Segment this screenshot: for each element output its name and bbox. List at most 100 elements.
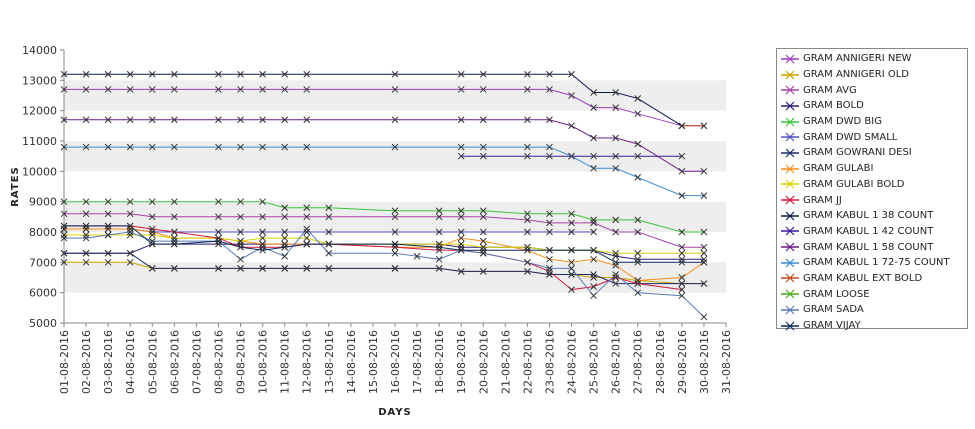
legend-swatch-icon <box>781 54 799 64</box>
y-tick-label: 14000 <box>22 44 57 57</box>
data-point <box>590 246 597 254</box>
data-point <box>104 222 112 230</box>
data-point <box>700 258 708 266</box>
data-point <box>546 152 553 160</box>
data-point <box>325 265 333 272</box>
data-point <box>170 213 178 221</box>
data-point <box>457 243 465 251</box>
data-point <box>612 262 620 269</box>
data-point <box>524 228 531 236</box>
data-point <box>126 86 134 93</box>
data-point <box>82 225 90 233</box>
data-point <box>104 198 112 206</box>
legend-item: GRAM KABUL EXT BOLD <box>777 271 967 287</box>
data-point <box>457 228 465 236</box>
data-point <box>678 152 686 160</box>
legend-swatch-icon <box>781 132 799 142</box>
data-point <box>126 249 134 257</box>
legend-swatch-icon <box>781 321 799 330</box>
data-point <box>215 116 222 124</box>
x-axis-ticks: 01-08-2016 02-08-2016 03-08-2016 04-08-2016… <box>58 323 733 394</box>
data-point <box>104 143 112 151</box>
x-tick-label: 08-08-2016 <box>212 330 225 394</box>
data-point <box>590 283 597 290</box>
x-tick-label: 28-08-2016 <box>654 330 667 394</box>
data-point <box>546 268 553 275</box>
data-point <box>479 243 487 251</box>
data-point <box>325 213 333 221</box>
data-point <box>457 116 465 124</box>
data-point <box>524 70 531 78</box>
data-point <box>612 134 620 142</box>
data-point <box>700 243 708 251</box>
data-point <box>524 116 531 124</box>
data-point <box>281 252 289 260</box>
data-point <box>170 265 178 272</box>
data-point <box>303 143 311 151</box>
legend-item: GRAM ANNIGERI OLD <box>777 67 967 83</box>
x-tick-label: 10-08-2016 <box>257 330 270 394</box>
data-point <box>590 164 597 172</box>
data-point <box>60 70 68 78</box>
chart-legend: GRAM ANNIGERI NEW GRAM ANNIGERI OLD GRAM A… <box>776 48 968 331</box>
x-tick-label: 25-08-2016 <box>588 330 601 394</box>
data-point <box>678 258 686 266</box>
data-point <box>634 110 642 118</box>
data-point <box>634 216 642 224</box>
data-point <box>546 255 553 263</box>
x-tick-label: 21-08-2016 <box>499 330 512 394</box>
series-line <box>64 88 704 127</box>
y-tick-label: 6000 <box>29 287 57 300</box>
data-point <box>678 122 686 130</box>
data-point <box>678 249 686 257</box>
data-point <box>391 86 399 93</box>
data-point <box>457 143 465 151</box>
data-point <box>612 104 620 111</box>
x-tick-label: 03-08-2016 <box>102 330 115 394</box>
data-point <box>391 143 399 151</box>
y-tick-label: 10000 <box>22 165 57 178</box>
series-line <box>64 201 704 233</box>
series-lines <box>60 70 708 321</box>
legend-item: GRAM BOLD <box>777 98 967 114</box>
data-point <box>612 228 620 236</box>
data-point <box>82 231 90 239</box>
data-point <box>524 258 531 266</box>
data-point <box>568 152 575 160</box>
data-point <box>391 213 399 221</box>
data-point <box>303 265 311 272</box>
x-tick-label: 05-08-2016 <box>146 330 159 394</box>
data-point <box>82 70 90 78</box>
x-tick-label: 09-08-2016 <box>235 330 248 394</box>
data-point <box>60 210 68 218</box>
data-point <box>303 116 311 124</box>
data-point <box>259 143 266 151</box>
data-point <box>546 210 553 218</box>
x-tick-label: 16-08-2016 <box>389 330 402 394</box>
series-13 <box>60 143 708 199</box>
data-point <box>612 152 620 160</box>
data-point <box>546 219 553 227</box>
data-point <box>104 258 112 266</box>
data-point <box>325 240 333 248</box>
data-point <box>170 228 178 236</box>
data-point <box>435 265 443 272</box>
data-point <box>82 249 90 257</box>
data-point <box>126 70 134 78</box>
data-point <box>148 237 156 245</box>
data-point <box>568 246 575 254</box>
data-point <box>435 213 443 221</box>
data-point <box>82 143 90 151</box>
y-tick-label: 7000 <box>29 256 57 269</box>
data-point <box>126 258 134 266</box>
legend-label: GRAM DWD BIG <box>803 116 882 128</box>
data-point <box>60 116 68 124</box>
legend-item: GRAM GOWRANI DESI <box>777 145 967 161</box>
data-point <box>634 255 642 263</box>
grid-band <box>64 80 726 111</box>
legend-swatch-icon <box>781 101 799 111</box>
y-tick-label: 8000 <box>29 226 57 239</box>
legend-swatch-icon <box>781 258 799 268</box>
legend-item: GRAM GULABI <box>777 161 967 177</box>
data-point <box>215 70 222 78</box>
